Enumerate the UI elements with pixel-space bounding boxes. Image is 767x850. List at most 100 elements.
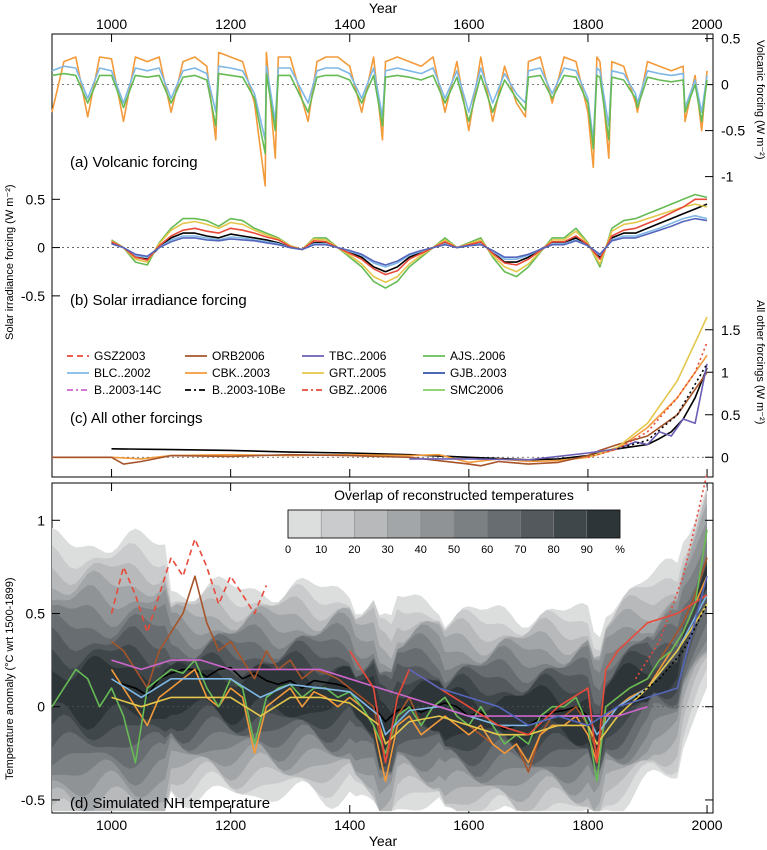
panel-c: 1.5 1 0.5 0 [52, 316, 741, 467]
series-line-d-6 [111, 603, 708, 745]
series-line-d-9 [408, 575, 708, 727]
colorbar-title: Overlap of reconstructed temperatures [334, 487, 574, 503]
ytick-label: 1 [721, 364, 729, 380]
panel-b-ylabel: Solar irradiance forcing (W m⁻²) [4, 184, 16, 340]
bottom-xtick-label: 1600 [453, 817, 484, 833]
bottom-xaxis: 1000 1200 1400 1600 1800 2000 [96, 469, 723, 833]
legend-label: TBC..2006 [329, 349, 387, 363]
series-line-b-2 [111, 203, 708, 284]
colorbar-swatch [520, 509, 554, 539]
panel-a-ylabel: Volcanic forcing (W m⁻²) [754, 40, 766, 160]
colorbar-label: 50 [448, 544, 460, 556]
ytick-label: 0.5 [721, 407, 741, 423]
panels: 0.5 0 -0.5 -1 0.5 0 -0.5 1.5 1 0.5 0 1 0.5 0 -0.5 [21, 31, 745, 808]
legend-label: CBK..2003 [212, 366, 270, 380]
top-xtick-label: 1000 [96, 16, 127, 32]
series-line-d-0 [111, 666, 648, 736]
ytick-label: 0 [37, 699, 45, 715]
panel-c-title: (c) All other forcings [70, 410, 203, 427]
top-xtick-label: 2000 [691, 16, 722, 32]
series-line-b-5 [111, 217, 708, 266]
series-line-d-11 [635, 603, 708, 699]
series-line-a-0 [51, 51, 708, 187]
colorbar-frame [287, 509, 621, 539]
series-line-a-1 [51, 65, 708, 141]
legend-label: GRT..2005 [329, 366, 386, 380]
ytick-label: 0.5 [721, 31, 741, 47]
colorbar-label: 90 [581, 544, 593, 556]
panel-c-ylabel: All other forcings (W m⁻²) [754, 300, 766, 424]
series-line-c-5 [587, 342, 708, 459]
ytick-label: -1 [721, 169, 734, 185]
series-line-b-4 [111, 198, 707, 276]
ytick-label: 1.5 [721, 322, 741, 338]
bottom-xaxis-title: Year [369, 833, 398, 849]
series-line-d-5 [111, 594, 708, 736]
panel-d-title: (d) Simulated NH temperature [70, 795, 270, 812]
series-line-c-6 [617, 363, 708, 450]
panel-b: 0.5 0 -0.5 [21, 191, 713, 304]
bottom-xtick-label: 1200 [215, 817, 246, 833]
colorbar-label: 60 [481, 544, 493, 556]
top-xaxis: 1000 1200 1400 1600 1800 2000 [96, 16, 723, 42]
colorbar-swatch [453, 509, 488, 539]
ytick-label: 0 [37, 240, 45, 256]
top-xaxis-title: Year [369, 0, 398, 16]
colorbar-swatch [586, 509, 621, 539]
legend-label: AJS..2006 [450, 349, 506, 363]
ytick-label: 0 [721, 449, 729, 465]
series-line-d-1 [110, 538, 268, 633]
legend-label: SMC2006 [450, 383, 504, 397]
series-line-d-4 [51, 529, 708, 783]
legend-label: GBZ..2006 [329, 383, 387, 397]
colorbar-swatch [354, 509, 388, 539]
legend-label: ORB2006 [212, 349, 265, 363]
top-xtick-label: 1200 [215, 16, 246, 32]
panel-b-title: (b) Solar irradiance forcing [70, 292, 247, 309]
series-line-a-2 [51, 72, 708, 155]
colorbar-label: 80 [547, 544, 559, 556]
ytick-label: 0.5 [26, 606, 46, 622]
top-xtick-label: 1800 [572, 16, 603, 32]
colorbar-label: 0 [285, 544, 291, 556]
colorbar-label: 40 [415, 544, 427, 556]
panel-d: 1 0.5 0 -0.5 [21, 473, 713, 808]
top-xtick-label: 1400 [334, 16, 365, 32]
colorbar-swatch [553, 509, 588, 539]
ytick-label: -0.5 [21, 288, 45, 304]
bottom-xtick-label: 1000 [96, 817, 127, 833]
overlap-band [52, 563, 707, 758]
series-legend: GSZ2003 ORB2006 TBC..2006 AJS..2006 BLC..200… [67, 349, 507, 397]
ytick-label: 0.5 [26, 191, 46, 207]
bottom-xtick-label: 1800 [572, 817, 603, 833]
colorbar-label: 10 [315, 544, 327, 556]
panel-a: 0.5 0 -0.5 -1 [51, 31, 745, 187]
bottom-xtick-label: 2000 [691, 817, 722, 833]
panel-d-ylabel: Temperature anomaly (°C wrt 1500-1899) [4, 578, 16, 781]
colorbar-swatch [320, 509, 355, 539]
colorbar-swatch [387, 509, 422, 539]
colorbar-swatch [486, 509, 521, 539]
series-line-d-10 [634, 473, 708, 680]
series-line-c-4 [409, 363, 708, 461]
colorbar-label: 30 [381, 544, 393, 556]
ytick-label: -0.5 [21, 792, 45, 808]
ytick-label: -0.5 [721, 123, 745, 139]
legend-label: BLC..2002 [94, 366, 151, 380]
overlap-colorbar: Overlap of reconstructed temperatures 0 1… [285, 487, 625, 556]
series-line-b-1 [111, 193, 708, 289]
panel-a-title: (a) Volcanic forcing [70, 154, 198, 171]
legend-label: B..2003-14C [94, 383, 162, 397]
legend-label: B..2003-10Be [212, 383, 286, 397]
series-line-d-8 [349, 594, 708, 764]
series-line-c-2 [52, 371, 708, 467]
upper-panel-frame [51, 33, 714, 478]
colorbar-label: % [615, 544, 625, 556]
top-xtick-label: 1600 [453, 16, 484, 32]
colorbar-label: 70 [514, 544, 526, 556]
colorbar-label: 20 [348, 544, 360, 556]
colorbar-swatch [287, 509, 322, 539]
colorbar-swatch [420, 509, 455, 539]
legend-label: GSZ2003 [94, 349, 146, 363]
